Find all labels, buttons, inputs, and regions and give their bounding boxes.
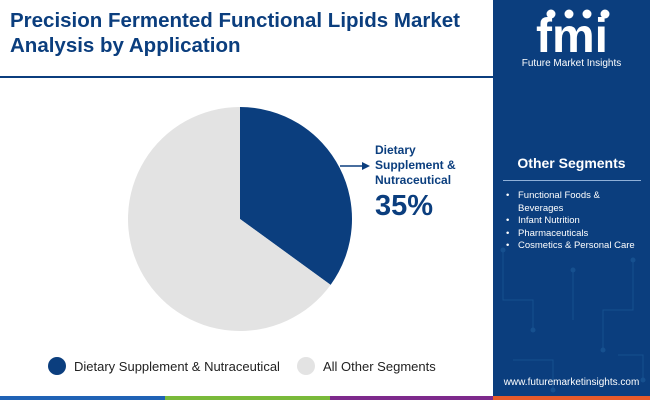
title-line-2: Analysis by Application	[10, 34, 241, 57]
footer-segment	[330, 396, 493, 400]
legend-item-dietary: Dietary Supplement & Nutraceutical	[48, 357, 280, 375]
callout-arrow-icon	[362, 162, 370, 170]
legend-label-other: All Other Segments	[323, 358, 436, 374]
pie-slice-all-other	[127, 107, 331, 332]
list-item: Cosmetics & Personal Care	[504, 240, 646, 253]
footer-segment	[165, 396, 330, 400]
footer-segment	[0, 396, 165, 400]
legend-swatch-dietary	[48, 357, 66, 375]
chart-title: Precision Fermented Functional Lipids Ma…	[10, 8, 485, 58]
list-item: Functional Foods & Beverages	[504, 190, 646, 215]
sidebar-rule	[503, 180, 641, 181]
pie-slice-dietary-supplement	[240, 107, 352, 285]
logo-subtitle: Future Market Insights	[521, 58, 622, 69]
other-segments-heading: Other Segments	[517, 155, 626, 171]
list-item: Pharmaceuticals	[504, 228, 646, 241]
callout-label: Dietary Supplement & Nutraceutical	[375, 143, 485, 188]
logo-letters: fmi	[536, 10, 608, 63]
website-url[interactable]: www.futuremarketinsights.com	[503, 377, 640, 388]
chart-area: Precision Fermented Functional Lipids Ma…	[0, 8, 493, 375]
fmi-logo-icon: fmi	[536, 9, 610, 63]
pie-chart	[127, 107, 370, 332]
title-line-1: Precision Fermented Functional Lipids Ma…	[10, 9, 460, 32]
callout-value: 35%	[375, 190, 434, 222]
list-item: Infant Nutrition	[504, 215, 646, 228]
callout-label-line-2: Supplement &	[375, 158, 456, 172]
callout-label-line-1: Dietary	[375, 143, 416, 157]
legend-item-other: All Other Segments	[297, 357, 436, 375]
title-divider	[0, 76, 493, 78]
other-segments-list: Functional Foods & Beverages Infant Nutr…	[504, 190, 646, 253]
sidebar: fmi Future Market Insights Other Segment…	[493, 0, 650, 400]
footer-color-bar	[0, 396, 650, 400]
footer-segment	[493, 396, 650, 400]
legend-swatch-other	[297, 357, 315, 375]
sidebar-decoration	[500, 247, 646, 393]
legend-label-dietary: Dietary Supplement & Nutraceutical	[74, 358, 280, 374]
callout-label-line-3: Nutraceutical	[375, 173, 452, 187]
